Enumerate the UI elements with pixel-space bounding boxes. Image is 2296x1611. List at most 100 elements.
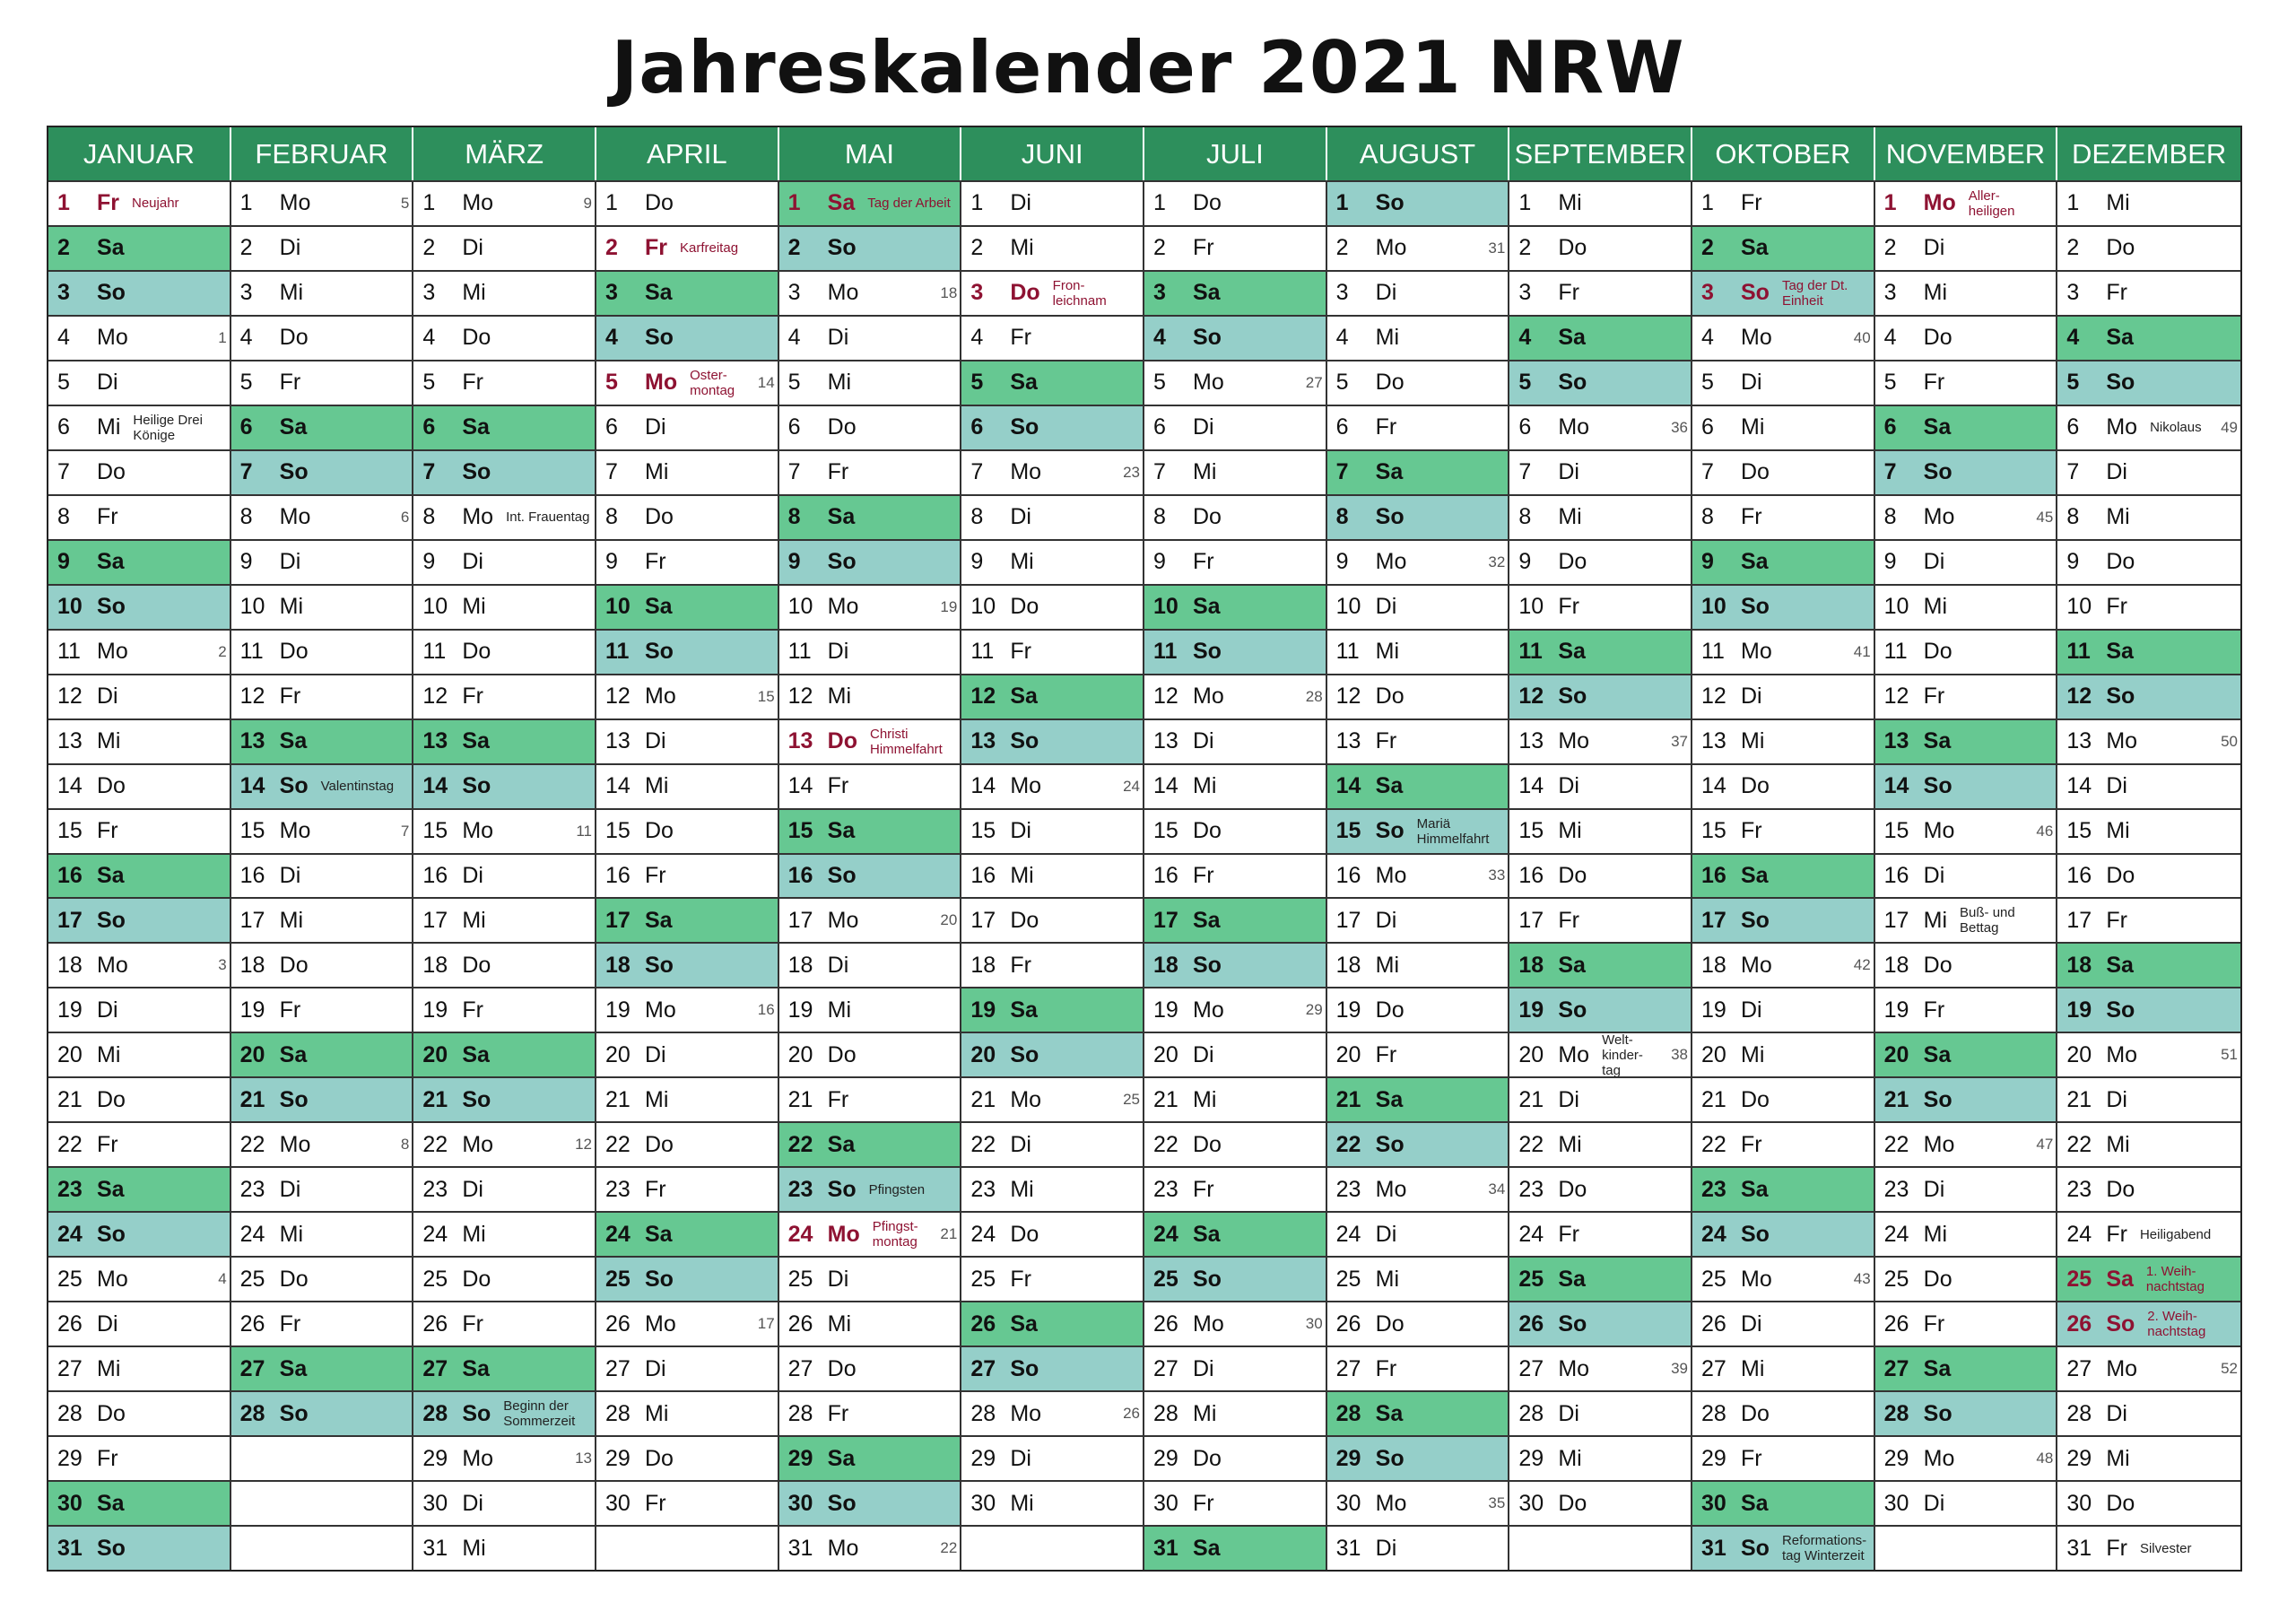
weekday-label: Mi xyxy=(1741,1355,1765,1381)
day-cell: 18 So xyxy=(1144,942,1327,988)
weekday-label: Fr xyxy=(2106,280,2127,306)
week-number: 33 xyxy=(1488,866,1506,884)
day-cell: 12 Mo 28 xyxy=(1144,673,1327,718)
month-header-11: NOVEMBER xyxy=(1874,127,2058,180)
weekday-label: Mi xyxy=(1741,414,1765,440)
weekday-label: Mo xyxy=(462,190,494,216)
day-number: 16 xyxy=(2066,862,2092,888)
weekday-label: Di xyxy=(1923,862,1945,888)
day-cell: 16 Di xyxy=(230,852,414,898)
weekday-label: Mi xyxy=(827,370,852,396)
day-number: 19 xyxy=(1883,997,1909,1023)
day-number: 9 xyxy=(787,549,801,575)
day-number: 20 xyxy=(1883,1041,1909,1067)
weekday-label: So xyxy=(279,459,309,485)
weekday-label: Do xyxy=(645,818,674,844)
weekday-label: So xyxy=(1010,414,1039,440)
week-number: 2 xyxy=(218,642,227,660)
day-number: 12 xyxy=(787,684,813,710)
day-cell: 30 Fr xyxy=(1144,1480,1327,1526)
weekday-label: Do xyxy=(645,1445,674,1471)
day-number: 4 xyxy=(2066,325,2080,351)
day-cell: 1 Do xyxy=(1144,180,1327,225)
day-number: 28 xyxy=(605,1400,631,1426)
holiday-label: Pfingst- montag xyxy=(872,1219,918,1250)
day-cell: 22 So xyxy=(1326,1121,1510,1167)
day-cell: 29 Sa xyxy=(778,1435,962,1481)
weekday-label: Sa xyxy=(1741,862,1769,888)
day-cell: 13 Sa xyxy=(230,718,414,763)
day-number: 1 xyxy=(1153,190,1166,216)
day-number: 26 xyxy=(787,1311,813,1337)
day-cell: 16 Fr xyxy=(1144,852,1327,898)
day-number: 7 xyxy=(1335,459,1349,485)
weekday-label: Fr xyxy=(827,1400,849,1426)
day-number: 10 xyxy=(1153,594,1178,620)
weekday-label: So xyxy=(97,594,126,620)
day-cell: 23 Di xyxy=(230,1166,414,1212)
weekday-label: Mi xyxy=(645,1086,669,1112)
day-cell: 12 Fr xyxy=(1874,673,2058,718)
day-number: 2 xyxy=(1701,235,1714,261)
day-cell: 22 Do xyxy=(596,1121,779,1167)
week-number: 19 xyxy=(940,597,958,615)
weekday-label: Sa xyxy=(1923,728,1952,754)
day-number: 24 xyxy=(239,1221,265,1247)
day-cell: 11 Mi xyxy=(1326,628,1510,674)
day-cell: 8 Mi xyxy=(2057,493,2240,539)
weekday-label: Mi xyxy=(1375,325,1400,351)
week-number: 41 xyxy=(1853,642,1871,660)
weekday-label: Mo xyxy=(97,325,128,351)
day-cell: 20 Mi xyxy=(1692,1032,1875,1077)
weekday-label: Sa xyxy=(279,728,308,754)
day-cell: 4 Di xyxy=(778,314,962,360)
day-cell: 12 Do xyxy=(1326,673,1510,718)
day-number: 23 xyxy=(605,1176,631,1202)
day-cell: 14 So Valentinstag xyxy=(230,762,414,808)
weekday-label: Mo xyxy=(1558,1041,1590,1067)
weekday-label: So xyxy=(645,325,674,351)
day-cell: 6 Mi xyxy=(1692,404,1875,449)
day-number: 19 xyxy=(1153,997,1178,1023)
day-number: 13 xyxy=(1153,728,1178,754)
day-cell: 30 Mi xyxy=(961,1480,1144,1526)
event-note: Int. Frauentag xyxy=(506,509,590,526)
day-number: 19 xyxy=(970,997,996,1023)
weekday-label: Fr xyxy=(1558,594,1579,620)
weekday-label: So xyxy=(1741,280,1770,306)
weekday-label: Mo xyxy=(2106,1355,2138,1381)
day-number: 6 xyxy=(1883,414,1897,440)
day-cell: 7 Mi xyxy=(596,448,779,494)
day-cell: 17 Sa xyxy=(596,897,779,943)
day-cell: 19 Mo 29 xyxy=(1144,987,1327,1032)
day-cell: 25 Fr xyxy=(961,1256,1144,1302)
weekday-label: Mi xyxy=(279,594,304,620)
weekday-label: Fr xyxy=(2106,907,2127,933)
day-cell: 9 Mo 32 xyxy=(1326,538,1510,584)
day-cell: 25 So xyxy=(1144,1256,1327,1302)
week-number: 45 xyxy=(2036,508,2054,526)
weekday-label: Di xyxy=(1193,1041,1214,1067)
day-cell: 20 Mi xyxy=(48,1032,231,1077)
weekday-label: Mo xyxy=(645,1311,676,1337)
day-number: 22 xyxy=(1518,1131,1544,1157)
event-note: Nikolaus xyxy=(2150,420,2202,436)
day-cell: 27 Mo 39 xyxy=(1509,1345,1692,1391)
day-number: 14 xyxy=(1153,773,1178,799)
day-number: 30 xyxy=(422,1490,448,1516)
weekday-label: Do xyxy=(97,773,126,799)
weekday-label: So xyxy=(1193,325,1222,351)
day-number: 19 xyxy=(1701,997,1726,1023)
weekday-label: Di xyxy=(279,862,301,888)
weekday-label: Sa xyxy=(1010,1311,1038,1337)
day-cell: 3 Di xyxy=(1326,269,1510,315)
day-number: 11 xyxy=(970,639,995,665)
day-number: 8 xyxy=(1518,504,1532,530)
day-number: 10 xyxy=(239,594,265,620)
day-number: 23 xyxy=(1518,1176,1544,1202)
week-number: 12 xyxy=(575,1136,592,1154)
weekday-label: So xyxy=(827,1490,857,1516)
day-cell: 15 Mo 46 xyxy=(1874,807,2058,853)
weekday-label: Di xyxy=(97,370,118,396)
day-number: 24 xyxy=(1518,1221,1544,1247)
